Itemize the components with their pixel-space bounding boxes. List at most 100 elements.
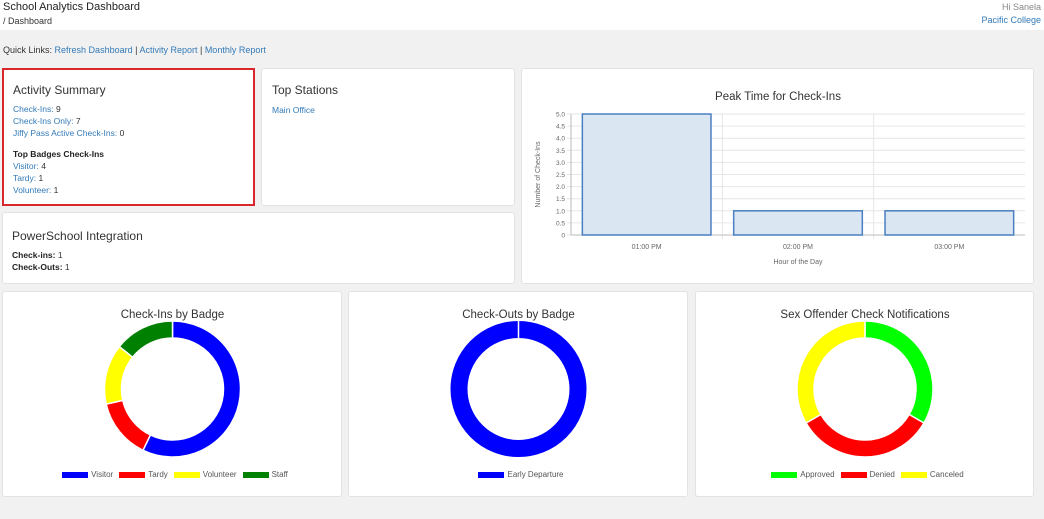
legend-label-volunteer[interactable]: Volunteer — [202, 470, 237, 479]
slice-staff — [118, 320, 174, 359]
peak-time-card: Peak Time for Check-Ins 0 0.5 1.0 1.5 2.0 2.5 3… — [521, 68, 1034, 284]
legend-swatch-volunteer[interactable] — [173, 471, 200, 478]
legend-label-tardy[interactable]: Tardy — [148, 470, 168, 479]
visitor-label[interactable]: Visitor: — [13, 161, 39, 171]
ps-checkouts-label: Check-Outs: — [12, 262, 63, 272]
monthly-report-link[interactable]: Monthly Report — [204, 45, 266, 55]
station-main-office[interactable]: Main Office — [272, 105, 315, 115]
checkins-value: 9 — [56, 104, 61, 114]
legend-swatch-staff[interactable] — [242, 471, 269, 478]
y-tick-label: 3.5 — [556, 148, 565, 155]
ps-checkins-label: Check-ins: — [12, 250, 56, 260]
bar-02-00-pm — [732, 210, 864, 236]
jiffy-label[interactable]: Jiffy Pass Active Check-Ins: — [13, 128, 118, 138]
visitor-row[interactable]: Visitor: 4 — [13, 161, 46, 171]
slice-approved — [864, 320, 934, 425]
y-tick-label: 5.0 — [556, 112, 565, 119]
activity-summary-title: Activity Summary — [13, 83, 106, 97]
x-axis-label: Hour of the Day — [773, 259, 823, 266]
y-axis-label: Number of Check-Ins — [535, 141, 542, 208]
activity-summary-card: Activity Summary Check-Ins: 9 Check-Ins … — [2, 68, 255, 206]
volunteer-row[interactable]: Volunteer: 1 — [13, 185, 58, 195]
slice-early-departure — [450, 321, 587, 457]
bar-03-00-pm — [884, 210, 1015, 236]
powerschool-card: PowerSchool Integration Check-ins: 1 Che… — [2, 212, 515, 284]
chart-title: Peak Time for Check-Ins — [715, 91, 841, 103]
legend-swatch-approved[interactable] — [771, 471, 798, 478]
checkouts-by-badge-legend: Early Departure — [349, 470, 687, 479]
y-tick-label: 4.5 — [556, 124, 565, 131]
checkins-by-badge-chart: Check-Ins by Badge — [103, 309, 242, 458]
ps-checkouts-row: Check-Outs: 1 — [12, 262, 70, 272]
slice-volunteer — [103, 345, 134, 406]
y-tick-label: 2.5 — [556, 172, 565, 179]
checkins-only-label[interactable]: Check-Ins Only: — [13, 116, 74, 126]
tardy-value: 1 — [38, 173, 44, 183]
legend-label-denied[interactable]: Denied — [869, 470, 895, 479]
checkouts-by-badge-card: Check-Outs by Badge Early Departure — [348, 291, 688, 497]
checkins-by-badge-legend: Visitor Tardy Volunteer Staff — [3, 470, 341, 479]
bar-01-00-pm — [581, 113, 712, 236]
powerschool-title: PowerSchool Integration — [12, 229, 143, 243]
tardy-label[interactable]: Tardy: — [13, 173, 37, 183]
tardy-row[interactable]: Tardy: 1 — [13, 173, 43, 183]
chart-title: Check-Ins by Badge — [121, 309, 225, 321]
sex-offender-chart: Sex Offender Check Notifications — [780, 309, 950, 458]
checkins-only-value: 7 — [75, 116, 81, 126]
peak-time-chart: Peak Time for Check-Ins 0 0.5 1.0 1.5 2.0 2.5 3… — [535, 91, 1025, 266]
checkouts-by-badge-chart: Check-Outs by Badge — [450, 309, 587, 457]
jiffy-value: 0 — [119, 128, 125, 138]
slice-visitor — [141, 320, 242, 458]
chart-title: Check-Outs by Badge — [462, 309, 575, 321]
legend-label-canceled[interactable]: Canceled — [929, 470, 964, 479]
ps-checkins-value: 1 — [57, 250, 63, 260]
legend-swatch-visitor[interactable] — [62, 471, 89, 478]
top-stations-title: Top Stations — [272, 83, 339, 97]
y-tick-label: 1.0 — [556, 208, 565, 215]
legend-swatch-canceled[interactable] — [900, 471, 927, 478]
legend-label-early-departure[interactable]: Early Departure — [507, 470, 564, 479]
slice-canceled — [796, 320, 866, 425]
refresh-dashboard-link[interactable]: Refresh Dashboard — [54, 45, 133, 55]
checkins-only-row[interactable]: Check-Ins Only: 7 — [13, 116, 81, 126]
breadcrumb: / Dashboard — [3, 16, 53, 26]
sex-offender-legend: Approved Denied Canceled — [696, 470, 1033, 479]
top-stations-card: Top Stations Main Office — [261, 68, 515, 206]
visitor-value: 4 — [41, 161, 46, 171]
ps-checkouts-value: 1 — [64, 262, 70, 272]
app-title: School Analytics Dashboard — [3, 1, 140, 13]
quick-links: Quick Links: Refresh Dashboard | Activit… — [3, 45, 266, 55]
jiffy-row[interactable]: Jiffy Pass Active Check-Ins: 0 — [13, 128, 124, 138]
y-tick-label: 2.0 — [556, 184, 565, 191]
user-greeting: Hi Sanela — [1001, 2, 1041, 12]
y-tick-label: 1.5 — [556, 196, 565, 203]
legend-label-staff[interactable]: Staff — [271, 470, 288, 479]
legend-label-approved[interactable]: Approved — [800, 470, 835, 479]
legend-swatch-early-departure[interactable] — [478, 471, 505, 478]
y-tick-label: 0.5 — [556, 220, 565, 227]
x-tick-label: 01:00 PM — [632, 244, 662, 251]
y-tick-label: 3.0 — [556, 160, 565, 167]
volunteer-value: 1 — [53, 185, 59, 195]
sex-offender-card: Sex Offender Check Notifications Approve… — [695, 291, 1034, 497]
y-tick-label: 0 — [561, 233, 565, 240]
chart-title: Sex Offender Check Notifications — [780, 309, 949, 321]
top-header: School Analytics Dashboard / Dashboard H… — [0, 0, 1044, 30]
legend-swatch-denied[interactable] — [840, 471, 867, 478]
checkins-label[interactable]: Check-Ins: — [13, 104, 54, 114]
activity-report-link[interactable]: Activity Report — [139, 45, 198, 55]
legend-swatch-tardy[interactable] — [119, 471, 146, 478]
ps-checkins-row: Check-ins: 1 — [12, 250, 63, 260]
checkins-by-badge-card: Check-Ins by Badge Visitor Tardy Volunteer… — [2, 291, 342, 497]
top-badges-heading: Top Badges Check-Ins — [13, 149, 104, 159]
x-tick-label: 03:00 PM — [934, 244, 964, 251]
slice-denied — [805, 413, 925, 458]
checkins-row[interactable]: Check-Ins: 9 — [13, 104, 61, 114]
separator: | — [132, 45, 140, 55]
volunteer-label[interactable]: Volunteer: — [13, 185, 52, 195]
quick-links-label: Quick Links: — [3, 45, 53, 55]
legend-label-visitor[interactable]: Visitor — [91, 470, 114, 479]
slice-tardy — [105, 399, 152, 452]
y-tick-label: 4.0 — [556, 136, 565, 143]
college-link[interactable]: Pacific College — [981, 15, 1041, 25]
